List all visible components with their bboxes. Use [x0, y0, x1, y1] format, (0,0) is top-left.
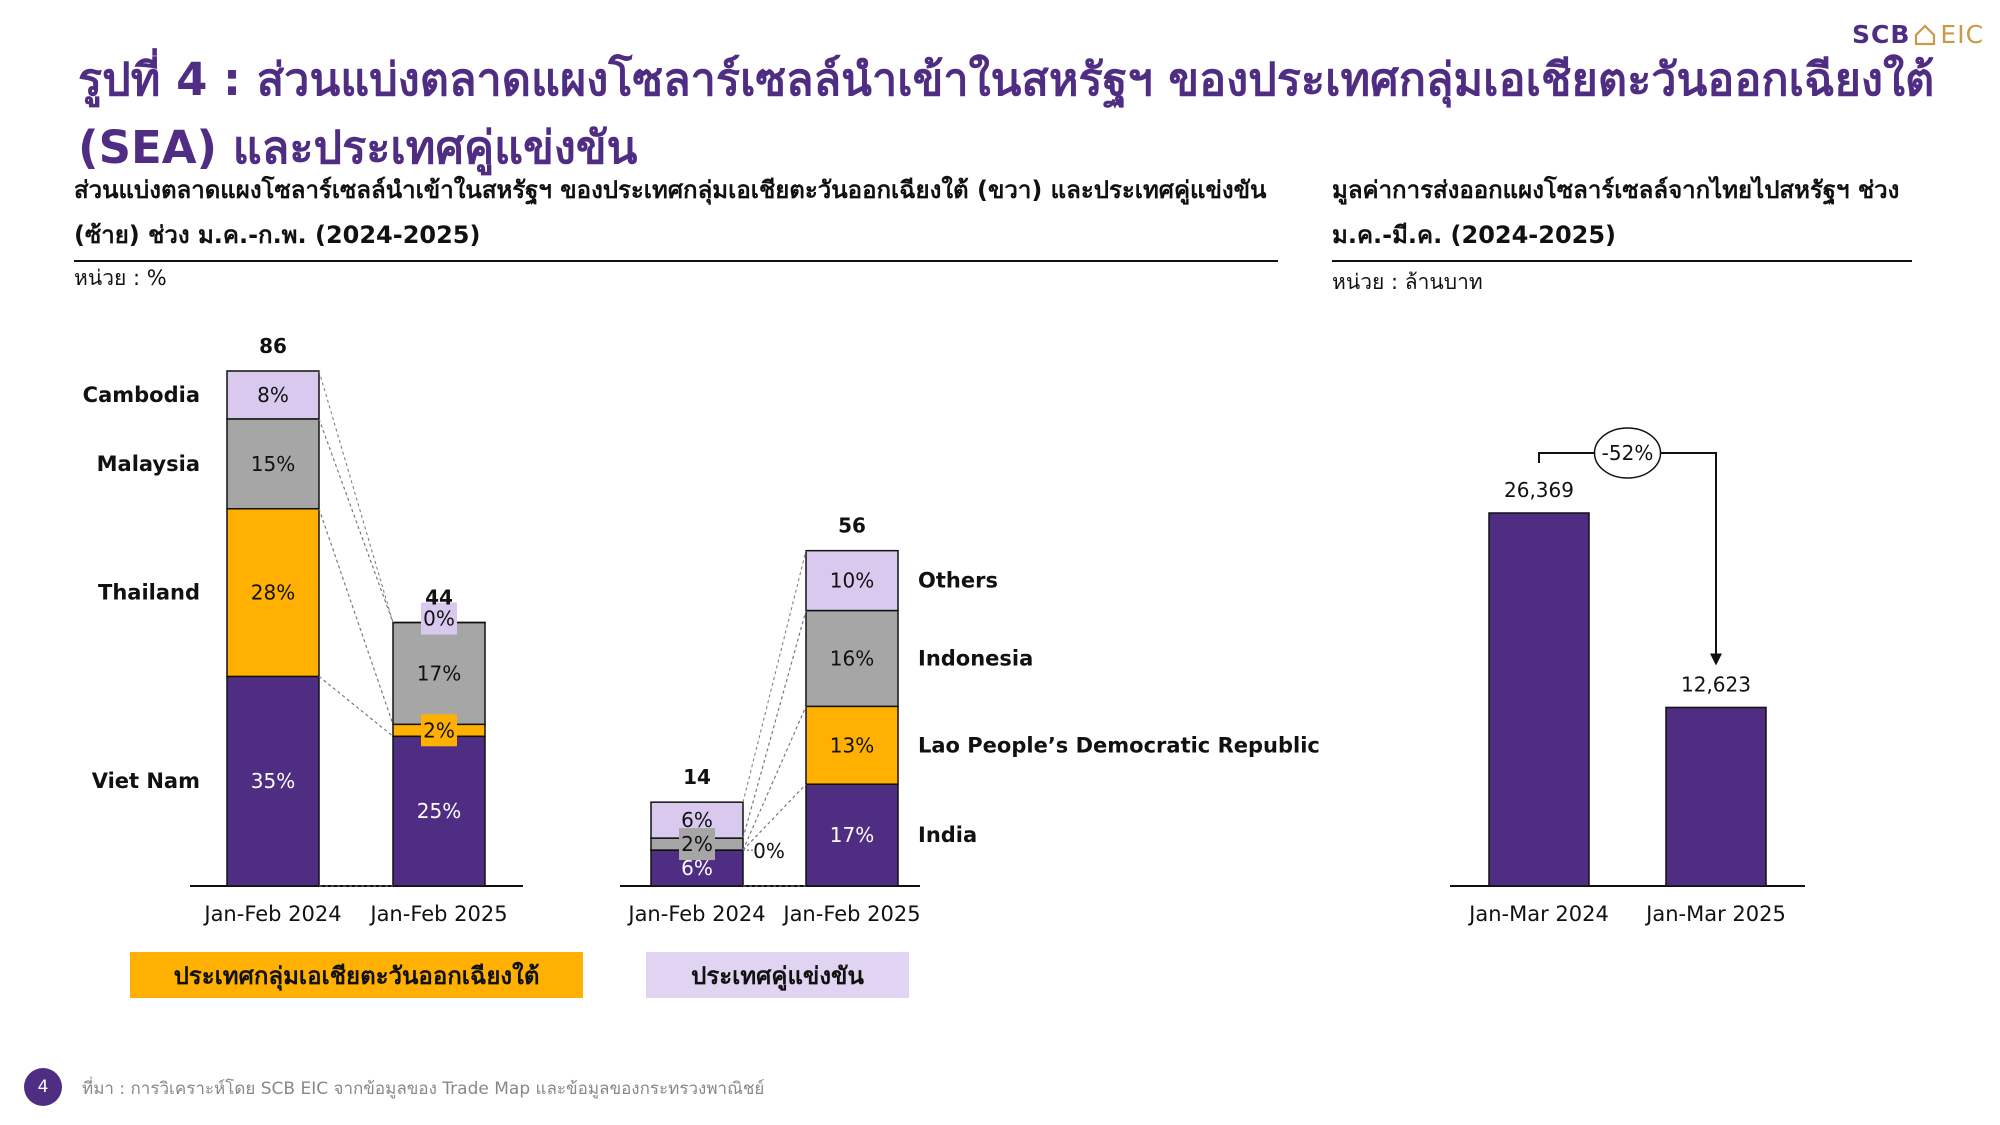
comp-category-1: Jan-Feb 2025: [781, 902, 920, 926]
sea-badge-1-1: [421, 714, 457, 747]
sea-connector-1-bottom: [318, 676, 394, 737]
thai-bar-1: [1665, 706, 1767, 887]
comp-category-0: Jan-Feb 2024: [626, 902, 765, 926]
comp-connector-3-top: [742, 550, 807, 803]
sea-category-1: Jan-Feb 2025: [368, 902, 507, 926]
comp-label-0-1: 0%: [753, 839, 785, 863]
sea-legend-3: Cambodia: [83, 383, 200, 407]
sea-total-1: 44: [425, 586, 453, 610]
sea-category-0: Jan-Feb 2024: [202, 902, 341, 926]
change-label: -52%: [1602, 441, 1654, 465]
thai-category-0: Jan-Mar 2024: [1467, 902, 1609, 926]
comp-connector-3-bottom: [742, 610, 807, 839]
sea-legend-1: Thailand: [98, 581, 200, 605]
comp-badge-0-2: [679, 828, 715, 861]
sea-label-0-3: 8%: [257, 383, 289, 407]
sea-bar-1-2: [392, 621, 486, 726]
logo-suffix: EIC: [1940, 20, 1985, 49]
sea-connector-3-bottom: [318, 418, 394, 623]
sea-label-0-1: 28%: [251, 581, 295, 605]
sea-badge-1-3: [421, 602, 457, 635]
right-chart-subtitle: มูลค่าการส่งออกแผงโซลาร์เซลล์จากไทยไปสหร…: [1332, 168, 1912, 262]
change-badge: [1593, 427, 1662, 479]
sea-connector-3-top: [318, 370, 394, 623]
sea-label-1-2: 17%: [417, 661, 461, 685]
comp-label-0-2: 2%: [681, 832, 713, 856]
thai-bar-0: [1488, 512, 1590, 887]
comp-bar-1-1: [805, 705, 899, 785]
comp-legend-1: Lao People’s Democratic Republic: [918, 733, 1320, 757]
comp-total-0: 14: [683, 765, 711, 789]
group-label-sea: ประเทศกลุ่มเอเชียตะวันออกเฉียงใต้: [130, 952, 583, 998]
comp-total-1: 56: [838, 514, 866, 538]
comp-connector-2-bottom: [742, 706, 807, 851]
page-title: รูปที่ 4 : ส่วนแบ่งตลาดแผงโซลาร์เซลล์นำเ…: [78, 53, 1935, 174]
sea-bar-0-2: [226, 418, 320, 510]
thai-value-1: 12,623: [1681, 672, 1751, 696]
comp-label-1-0: 17%: [830, 823, 874, 847]
sea-bar-0-3: [226, 370, 320, 420]
change-arrowhead: [1710, 653, 1722, 666]
source-note: ที่มา : การวิเคราะห์โดย SCB EIC จากข้อมู…: [82, 1079, 765, 1099]
comp-legend-0: India: [918, 823, 977, 847]
sea-label-1-1: 2%: [423, 718, 455, 742]
left-chart-unit: หน่วย : %: [74, 266, 167, 290]
comp-bar-1-0: [805, 783, 899, 887]
left-chart-subtitle: ส่วนแบ่งตลาดแผงโซลาร์เซลล์นำเข้าในสหรัฐฯ…: [74, 168, 1278, 262]
scb-eic-logo: SCB EIC: [1852, 20, 1984, 49]
comp-legend-2: Indonesia: [918, 646, 1033, 670]
sea-legend-2: Malaysia: [97, 452, 200, 476]
sea-total-0: 86: [259, 334, 287, 358]
thai-category-1: Jan-Mar 2025: [1644, 902, 1786, 926]
comp-bar-1-3: [805, 549, 899, 612]
comp-legend-3: Others: [918, 569, 998, 593]
sea-legend-0: Viet Nam: [92, 769, 200, 793]
comp-label-0-3: 6%: [681, 808, 713, 832]
sea-bar-1-0: [392, 735, 486, 887]
comp-label-1-1: 13%: [830, 733, 874, 757]
sea-label-1-0: 25%: [417, 799, 461, 823]
group-label-competitors: ประเทศคู่แข่งขัน: [646, 952, 909, 998]
logo-brand: SCB: [1852, 20, 1911, 49]
comp-label-1-2: 16%: [830, 646, 874, 670]
sea-label-0-0: 35%: [251, 769, 295, 793]
page-number-badge: 4: [24, 1068, 62, 1106]
sea-label-1-3: 0%: [423, 607, 455, 631]
right-chart-unit: หน่วย : ล้านบาท: [1332, 270, 1483, 294]
sea-connector-2-bottom: [318, 508, 394, 725]
house-icon: [1915, 23, 1936, 45]
sea-label-0-2: 15%: [251, 452, 295, 476]
comp-label-1-3: 10%: [830, 569, 874, 593]
thai-value-0: 26,369: [1504, 478, 1574, 502]
